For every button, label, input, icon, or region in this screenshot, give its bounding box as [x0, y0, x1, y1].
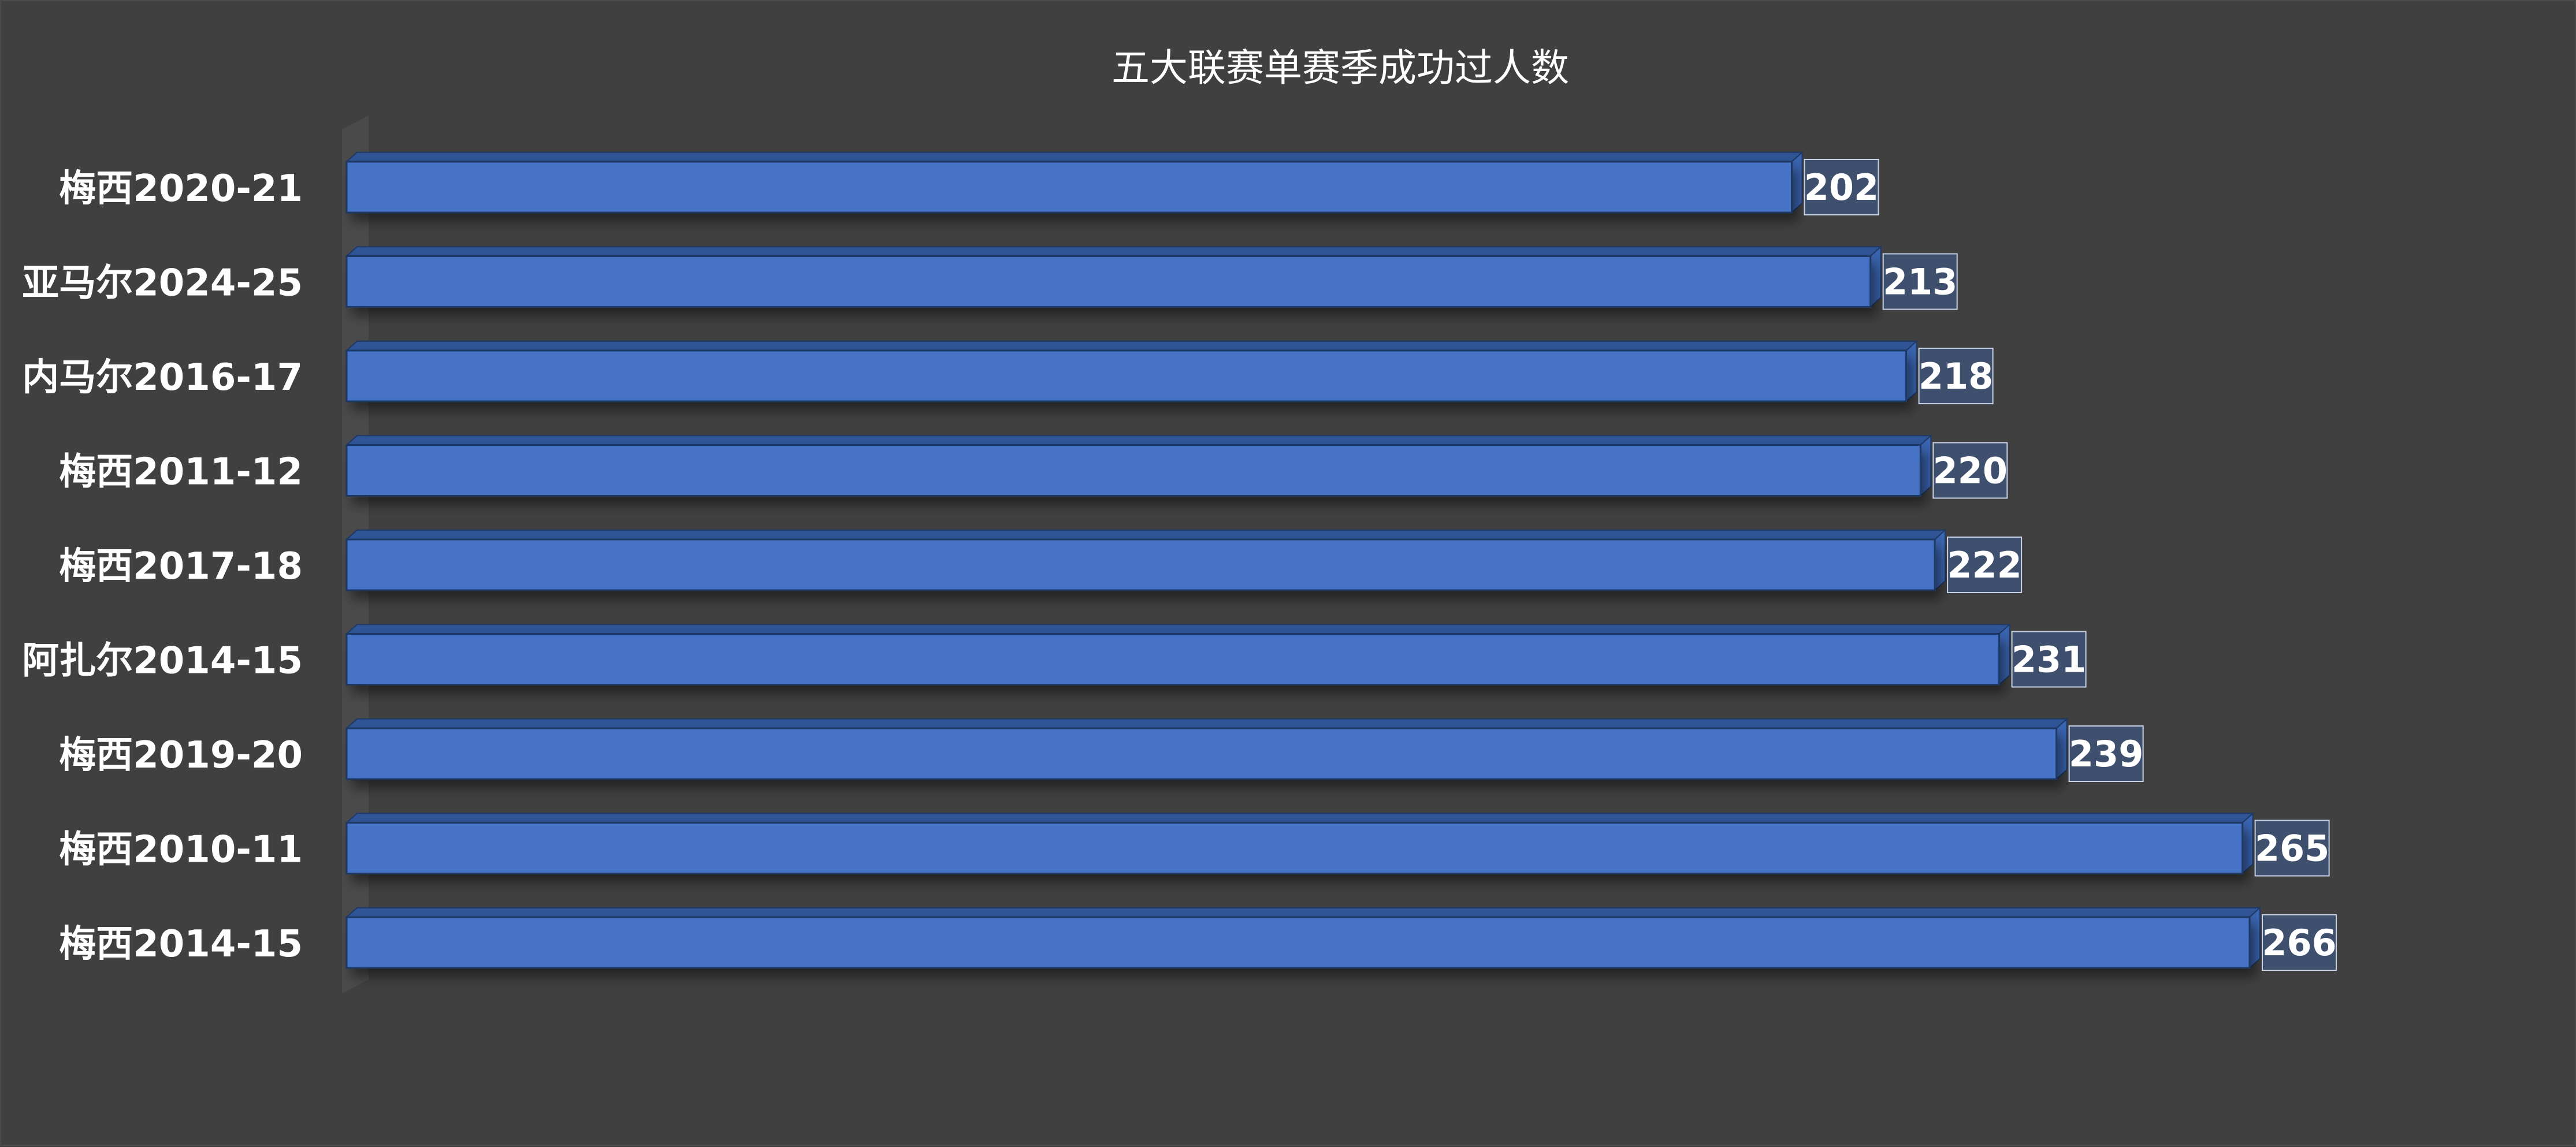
bar-group: 202 梅西2020-21 [59, 151, 1879, 215]
bar-end-face [2249, 906, 2261, 970]
chart-title: 五大联赛单赛季成功过人数 [1112, 46, 1569, 90]
data-label: 222 [1947, 544, 2021, 586]
data-label-box [1932, 442, 2008, 499]
bar-end-face [1869, 245, 1882, 308]
data-label-box [1804, 159, 1879, 215]
category-label: 梅西2010-11 [59, 829, 303, 872]
data-label: 265 [2255, 828, 2329, 870]
category-label: 阿扎尔2014-15 [22, 640, 303, 683]
bar-group: 213 亚马尔2024-25 [22, 245, 1958, 310]
data-label-box [2254, 820, 2330, 877]
bar-top-face [345, 529, 1947, 540]
category-label: 梅西2020-21 [59, 167, 303, 210]
category-label: 梅西2014-15 [59, 923, 303, 966]
bar-top-face [345, 718, 2069, 729]
bar [345, 633, 2001, 686]
data-label: 213 [1883, 261, 1957, 303]
bar-top-face [345, 151, 1804, 162]
bar [345, 538, 1936, 591]
bar-end-face [1934, 528, 1946, 592]
data-label-box [2011, 631, 2087, 688]
bar-top-face [345, 813, 2255, 824]
data-label-box [1918, 348, 1994, 404]
data-label: 231 [2012, 639, 2086, 681]
bar [345, 255, 1872, 308]
data-label-box [1882, 253, 1958, 310]
data-label: 202 [1804, 166, 1879, 208]
bar-top-face [345, 435, 1932, 446]
data-label-box [2068, 725, 2144, 782]
category-label: 梅西2019-20 [59, 734, 303, 777]
bar-end-face [2242, 812, 2254, 875]
bar [345, 349, 1908, 403]
bars-layer: 202 梅西2020-21 213 亚马尔2024-25 218 内马尔2016-17 22… [22, 151, 2337, 971]
category-label: 梅西2011-12 [59, 451, 303, 494]
bar-end-face [1791, 151, 1803, 214]
bar-top-face [345, 624, 2012, 635]
category-label: 梅西2017-18 [59, 545, 303, 588]
bar-group: 265 梅西2010-11 [59, 812, 2330, 877]
bar-top-face [345, 246, 1883, 257]
bar-group: 222 梅西2017-18 [59, 528, 2023, 593]
bar-group: 239 梅西2019-20 [59, 717, 2144, 782]
data-label: 220 [1933, 450, 2008, 492]
data-label: 266 [2262, 922, 2336, 964]
bar [345, 916, 2251, 969]
bar-end-face [1920, 434, 1932, 497]
bar-end-face [2055, 717, 2068, 781]
bar-end-face [1905, 340, 1917, 403]
bar-top-face [345, 907, 2262, 918]
bar [345, 727, 2058, 780]
data-label: 218 [1919, 355, 1993, 397]
category-label: 亚马尔2024-25 [22, 262, 303, 305]
bar-group: 218 内马尔2016-17 [22, 340, 1994, 404]
data-label: 239 [2069, 733, 2143, 775]
bar [345, 161, 1793, 214]
bar [345, 444, 1921, 497]
bar-top-face [345, 340, 1919, 351]
category-label: 内马尔2016-17 [22, 356, 303, 399]
bar-group: 231 阿扎尔2014-15 [22, 623, 2087, 688]
data-label-box [2262, 914, 2337, 971]
bar-end-face [1998, 623, 2010, 686]
bar-group: 266 梅西2014-15 [59, 906, 2337, 971]
bar [345, 822, 2244, 874]
data-label-box [1947, 537, 2023, 593]
bar-group: 220 梅西2011-12 [59, 434, 2008, 499]
